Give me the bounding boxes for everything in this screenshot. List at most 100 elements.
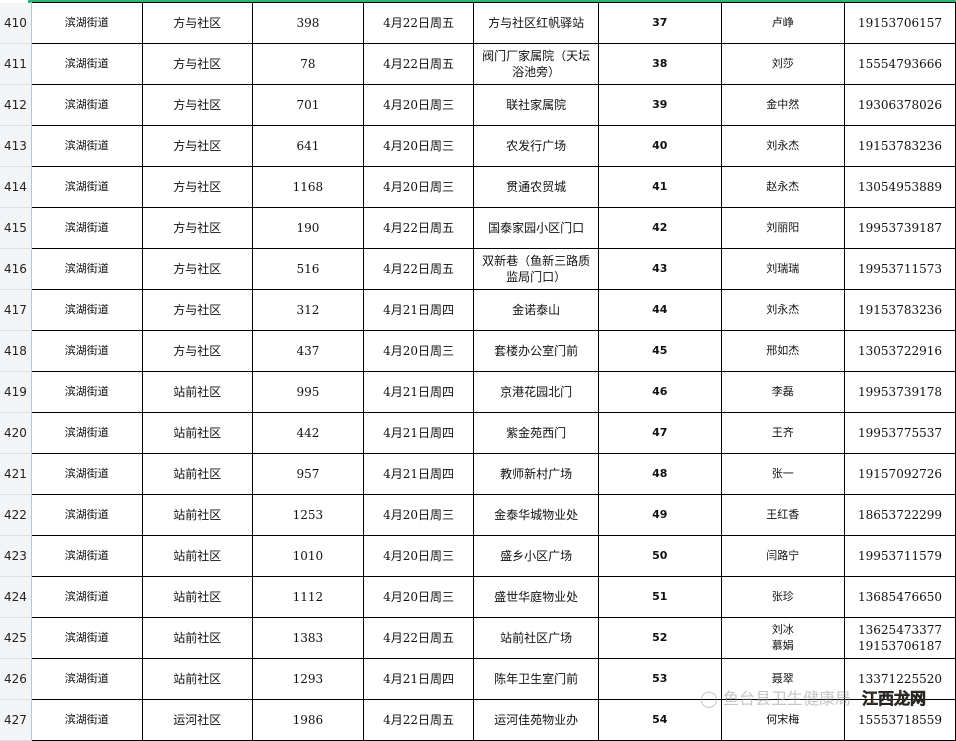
cell-count[interactable]: 312 xyxy=(252,289,364,331)
cell-community[interactable]: 方与社区 xyxy=(141,248,254,290)
cell-location[interactable]: 联社家属院 xyxy=(473,84,599,126)
cell-contact[interactable]: 张珍 xyxy=(720,576,846,618)
cell-community[interactable]: 站前社区 xyxy=(141,371,254,413)
cell-count[interactable]: 78 xyxy=(252,43,364,85)
cell-phone[interactable]: 19953775537 xyxy=(844,412,956,454)
cell-street[interactable]: 滨湖街道 xyxy=(30,207,143,249)
cell-street[interactable]: 滨湖街道 xyxy=(30,576,143,618)
cell-location[interactable]: 贯通农贸城 xyxy=(473,166,599,208)
cell-count[interactable]: 1010 xyxy=(252,535,364,577)
cell-count[interactable]: 190 xyxy=(252,207,364,249)
cell-phone[interactable]: 19953711579 xyxy=(844,535,956,577)
row-header[interactable]: 421 xyxy=(0,453,32,495)
cell-phone[interactable]: 19306378026 xyxy=(844,84,956,126)
cell-contact[interactable]: 卢峥 xyxy=(720,2,846,44)
cell-street[interactable]: 滨湖街道 xyxy=(30,617,143,659)
cell-street[interactable]: 滨湖街道 xyxy=(30,2,143,44)
cell-count[interactable]: 957 xyxy=(252,453,364,495)
cell-community[interactable]: 方与社区 xyxy=(141,330,254,372)
cell-contact[interactable]: 刘冰 慕娟 xyxy=(720,617,846,659)
cell-contact[interactable]: 王齐 xyxy=(720,412,846,454)
cell-community[interactable]: 方与社区 xyxy=(141,166,254,208)
cell-street[interactable]: 滨湖街道 xyxy=(30,43,143,85)
cell-contact[interactable]: 闫路宁 xyxy=(720,535,846,577)
cell-phone[interactable]: 13054953889 xyxy=(844,166,956,208)
cell-street[interactable]: 滨湖街道 xyxy=(30,125,143,167)
cell-date[interactable]: 4月22日周五 xyxy=(362,248,475,290)
cell-site-no[interactable]: 50 xyxy=(597,535,722,577)
row-header[interactable]: 414 xyxy=(0,166,32,208)
cell-location[interactable]: 运河佳苑物业办 xyxy=(473,699,599,741)
cell-date[interactable]: 4月22日周五 xyxy=(362,207,475,249)
cell-phone[interactable]: 19153783236 xyxy=(844,125,956,167)
cell-date[interactable]: 4月20日周三 xyxy=(362,494,475,536)
cell-phone[interactable]: 19953739187 xyxy=(844,207,956,249)
cell-date[interactable]: 4月21日周四 xyxy=(362,371,475,413)
cell-location[interactable]: 紫金苑西门 xyxy=(473,412,599,454)
cell-phone[interactable]: 19953711573 xyxy=(844,248,956,290)
row-header[interactable]: 426 xyxy=(0,658,32,700)
cell-community[interactable]: 方与社区 xyxy=(141,2,254,44)
cell-location[interactable]: 金诺泰山 xyxy=(473,289,599,331)
cell-date[interactable]: 4月22日周五 xyxy=(362,699,475,741)
cell-contact[interactable]: 金中然 xyxy=(720,84,846,126)
cell-phone[interactable]: 19157092726 xyxy=(844,453,956,495)
cell-phone[interactable]: 18653722299 xyxy=(844,494,956,536)
cell-phone[interactable]: 19153706157 xyxy=(844,2,956,44)
cell-contact[interactable]: 赵永杰 xyxy=(720,166,846,208)
cell-site-no[interactable]: 46 xyxy=(597,371,722,413)
row-header[interactable]: 422 xyxy=(0,494,32,536)
cell-count[interactable]: 516 xyxy=(252,248,364,290)
cell-count[interactable]: 398 xyxy=(252,2,364,44)
cell-community[interactable]: 站前社区 xyxy=(141,453,254,495)
cell-date[interactable]: 4月22日周五 xyxy=(362,43,475,85)
cell-site-no[interactable]: 39 xyxy=(597,84,722,126)
row-header[interactable]: 410 xyxy=(0,2,32,44)
cell-phone[interactable]: 15554793666 xyxy=(844,43,956,85)
cell-site-no[interactable]: 47 xyxy=(597,412,722,454)
cell-street[interactable]: 滨湖街道 xyxy=(30,412,143,454)
cell-street[interactable]: 滨湖街道 xyxy=(30,330,143,372)
row-header[interactable]: 424 xyxy=(0,576,32,618)
cell-site-no[interactable]: 42 xyxy=(597,207,722,249)
row-header[interactable]: 411 xyxy=(0,43,32,85)
cell-community[interactable]: 站前社区 xyxy=(141,576,254,618)
cell-location[interactable]: 盛世华庭物业处 xyxy=(473,576,599,618)
cell-phone[interactable]: 19953739178 xyxy=(844,371,956,413)
cell-count[interactable]: 641 xyxy=(252,125,364,167)
cell-location[interactable]: 站前社区广场 xyxy=(473,617,599,659)
row-header[interactable]: 412 xyxy=(0,84,32,126)
cell-date[interactable]: 4月20日周三 xyxy=(362,84,475,126)
cell-date[interactable]: 4月20日周三 xyxy=(362,576,475,618)
cell-date[interactable]: 4月21日周四 xyxy=(362,453,475,495)
cell-count[interactable]: 1986 xyxy=(252,699,364,741)
cell-site-no[interactable]: 43 xyxy=(597,248,722,290)
cell-community[interactable]: 站前社区 xyxy=(141,494,254,536)
cell-site-no[interactable]: 37 xyxy=(597,2,722,44)
cell-contact[interactable]: 刘瑞瑞 xyxy=(720,248,846,290)
cell-site-no[interactable]: 53 xyxy=(597,658,722,700)
cell-contact[interactable]: 王红香 xyxy=(720,494,846,536)
row-header[interactable]: 419 xyxy=(0,371,32,413)
cell-phone[interactable]: 13053722916 xyxy=(844,330,956,372)
cell-street[interactable]: 滨湖街道 xyxy=(30,371,143,413)
cell-count[interactable]: 437 xyxy=(252,330,364,372)
cell-community[interactable]: 站前社区 xyxy=(141,617,254,659)
cell-contact[interactable]: 刘丽阳 xyxy=(720,207,846,249)
cell-date[interactable]: 4月20日周三 xyxy=(362,535,475,577)
cell-date[interactable]: 4月20日周三 xyxy=(362,166,475,208)
cell-location[interactable]: 套楼办公室门前 xyxy=(473,330,599,372)
cell-phone[interactable]: 13625473377 19153706187 xyxy=(844,617,956,659)
cell-location[interactable]: 农发行广场 xyxy=(473,125,599,167)
cell-site-no[interactable]: 49 xyxy=(597,494,722,536)
cell-phone[interactable]: 13371225520 xyxy=(844,658,956,700)
row-header[interactable]: 425 xyxy=(0,617,32,659)
cell-site-no[interactable]: 40 xyxy=(597,125,722,167)
cell-count[interactable]: 442 xyxy=(252,412,364,454)
row-header[interactable]: 417 xyxy=(0,289,32,331)
cell-site-no[interactable]: 52 xyxy=(597,617,722,659)
cell-community[interactable]: 站前社区 xyxy=(141,658,254,700)
cell-site-no[interactable]: 38 xyxy=(597,43,722,85)
cell-community[interactable]: 方与社区 xyxy=(141,289,254,331)
cell-phone[interactable]: 13685476650 xyxy=(844,576,956,618)
